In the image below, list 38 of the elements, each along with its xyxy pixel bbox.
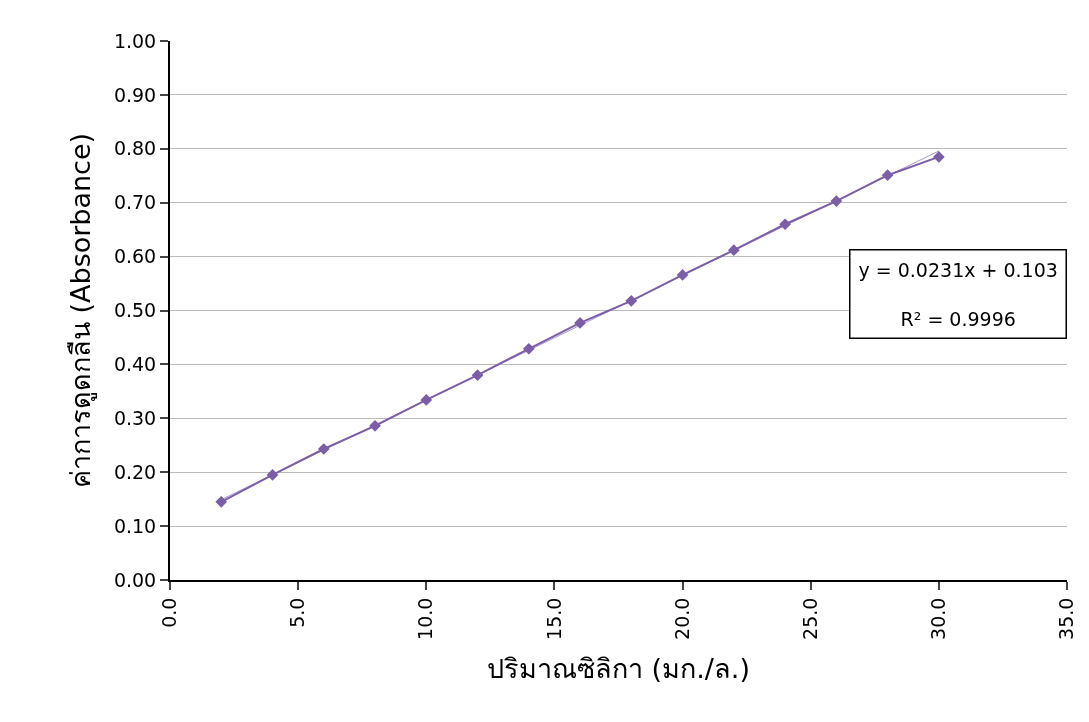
x-tick-label: 10.0 bbox=[414, 597, 437, 640]
x-tick-label: 0.0 bbox=[158, 597, 181, 628]
y-tick-label: 0.10 bbox=[113, 514, 157, 537]
point bbox=[574, 317, 586, 329]
y-tick-label: 0.60 bbox=[113, 245, 157, 268]
y-tick-label: 1.00 bbox=[113, 29, 157, 52]
y-tick-label: 0.20 bbox=[113, 460, 157, 483]
point bbox=[420, 394, 433, 406]
x-tick-label: 5.0 bbox=[286, 597, 309, 628]
point bbox=[471, 369, 484, 382]
annotation: y = 0.0231x + 0.103 bbox=[858, 258, 1058, 281]
point bbox=[215, 496, 228, 508]
x-tick-label: 30.0 bbox=[927, 597, 950, 640]
x-tick-label: 15.0 bbox=[542, 597, 565, 640]
x-tick-label: 25.0 bbox=[798, 597, 821, 640]
x-tick-label: 20.0 bbox=[670, 597, 693, 640]
y-tick-label: 0.90 bbox=[113, 83, 157, 106]
point bbox=[369, 420, 381, 432]
point bbox=[522, 342, 535, 355]
y-tick-label: 0.80 bbox=[113, 137, 157, 160]
point bbox=[317, 443, 330, 455]
y-tick-label: 0.30 bbox=[113, 406, 157, 429]
point bbox=[727, 244, 740, 256]
point bbox=[881, 169, 894, 182]
point bbox=[933, 151, 945, 163]
annotation: R² = 0.9996 bbox=[900, 307, 1016, 330]
y-tick-label: 0.70 bbox=[113, 191, 157, 214]
y-tick-label: 0.50 bbox=[113, 299, 157, 322]
y-tick-label: 0.40 bbox=[113, 353, 157, 376]
point bbox=[676, 269, 689, 281]
point bbox=[830, 195, 843, 207]
x-axis-title: ปริมาณซิลิกา (มก./ล.) bbox=[487, 652, 750, 684]
x-tick-label: 35.0 bbox=[1055, 597, 1078, 640]
y-tick-label: 0.00 bbox=[113, 568, 157, 591]
y-axis-title: ค่าการดูดกลืน (Absorbance) bbox=[65, 132, 98, 489]
point bbox=[625, 294, 638, 307]
point bbox=[266, 469, 279, 481]
point bbox=[779, 218, 791, 231]
